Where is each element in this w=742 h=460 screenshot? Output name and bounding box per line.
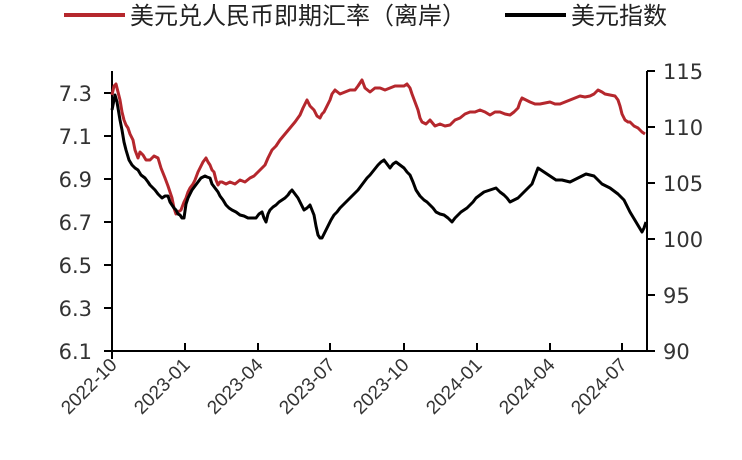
x-tick-label: 2023-01 xyxy=(130,355,194,419)
right-tick-label: 100 xyxy=(663,228,703,252)
x-tick-label: 2024-01 xyxy=(422,355,486,419)
x-tick-label: 2022-10 xyxy=(57,355,121,419)
x-tick-label: 2023-10 xyxy=(349,355,413,419)
right-tick-label: 95 xyxy=(663,284,690,308)
left-tick-label: 6.1 xyxy=(59,340,92,364)
right-tick-label: 90 xyxy=(663,340,690,364)
right-tick-label: 110 xyxy=(663,116,703,140)
x-tick-label: 2023-04 xyxy=(203,354,267,418)
axes xyxy=(104,70,655,359)
x-tick-label: 2024-04 xyxy=(495,354,559,418)
x-tick-label: 2024-07 xyxy=(567,355,631,419)
left-tick-label: 7.1 xyxy=(59,125,92,149)
left-tick-label: 6.7 xyxy=(59,211,92,235)
right-tick-label: 105 xyxy=(663,172,703,196)
x-axis-labels: 2022-10 2023-01 2023-04 2023-07 2023-10 … xyxy=(57,354,631,418)
left-axis-labels: 7.3 7.1 6.9 6.7 6.5 6.3 6.1 xyxy=(59,82,92,364)
right-axis-labels: 115 110 105 100 95 90 xyxy=(663,60,703,364)
left-tick-label: 6.3 xyxy=(59,297,92,321)
legend-label-cnh: 美元兑人民币即期汇率（离岸） xyxy=(130,2,466,30)
legend: 美元兑人民币即期汇率（离岸） 美元指数 xyxy=(64,2,667,30)
right-tick-label: 115 xyxy=(663,60,703,84)
x-tick-label: 2023-07 xyxy=(275,355,339,419)
left-tick-label: 6.9 xyxy=(59,168,92,192)
series-line-dxy xyxy=(110,93,648,240)
left-tick-label: 7.3 xyxy=(59,82,92,106)
left-tick-label: 6.5 xyxy=(59,254,92,278)
legend-label-dxy: 美元指数 xyxy=(571,2,667,30)
series-line-cnh xyxy=(110,78,646,216)
